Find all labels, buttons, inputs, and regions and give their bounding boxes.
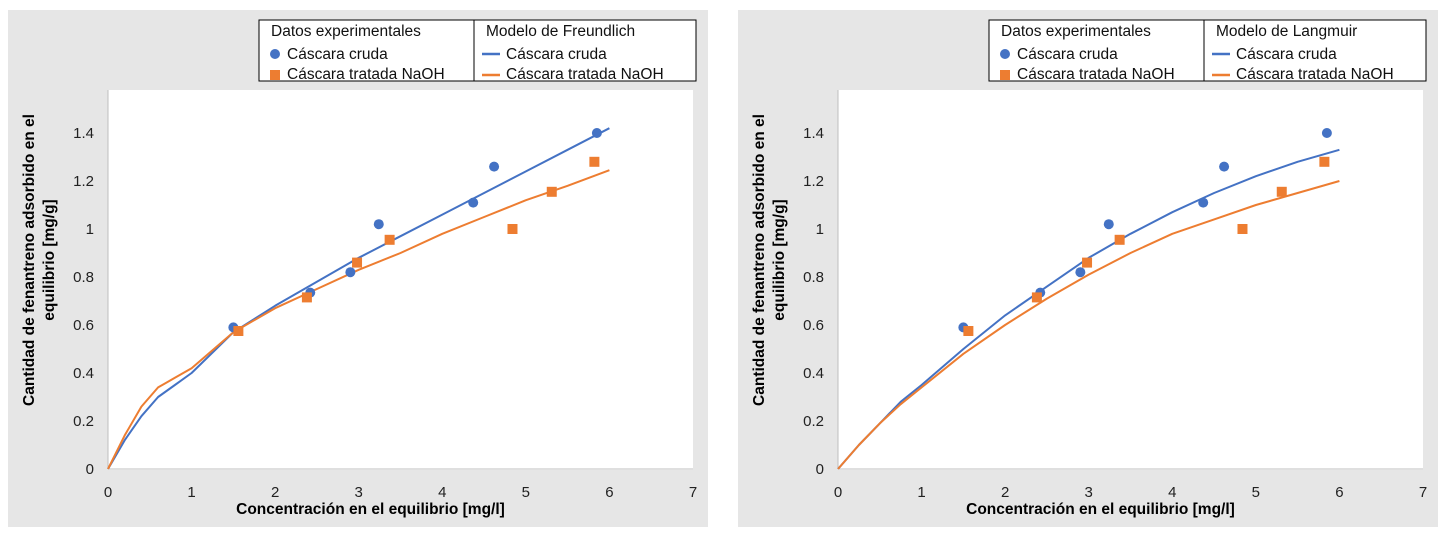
model-line-2	[107, 127, 610, 470]
legend-marker-tratada	[270, 70, 280, 80]
model-line-3	[107, 169, 610, 470]
data-point-tratada	[384, 234, 395, 245]
y-tick-label: 1	[86, 221, 94, 238]
data-point-cruda	[373, 219, 384, 230]
data-point-tratada	[1276, 186, 1287, 197]
data-point-cruda	[1219, 161, 1230, 172]
legend-group-title-model: Modelo de Freundlich	[486, 23, 635, 40]
x-tick-label: 6	[1335, 484, 1343, 501]
y-tick-label: 0.2	[73, 413, 94, 430]
data-point-tratada	[233, 326, 244, 336]
legend-box-model	[1203, 19, 1427, 82]
model-line-3	[837, 180, 1340, 470]
data-point-tratada	[1082, 257, 1093, 268]
x-tick-label: 5	[522, 484, 530, 501]
legend-label-tratada-data: Cáscara tratada NaOH	[287, 66, 445, 83]
data-point-tratada	[546, 186, 557, 197]
legend-label-cruda-data: Cáscara cruda	[1017, 46, 1118, 63]
y-tick-label: 0.4	[803, 365, 824, 382]
data-point-tratada	[1031, 292, 1042, 303]
y-tick-label: 0.2	[803, 413, 824, 430]
y-tick-label: 0.4	[73, 365, 94, 382]
data-point-tratada	[301, 292, 312, 303]
data-point-cruda	[468, 197, 479, 208]
data-point-tratada	[1114, 234, 1125, 245]
legend-group-title-model: Modelo de Langmuir	[1216, 23, 1357, 40]
y-tick-label: 0	[86, 461, 94, 478]
data-point-tratada	[1237, 224, 1248, 234]
data-point-cruda	[591, 128, 602, 138]
legend-box-data	[258, 19, 475, 82]
y-axis-title-line2: equilibrio [mg/g]	[41, 199, 58, 320]
legend-label-tratada-model: Cáscara tratada NaOH	[1236, 66, 1394, 83]
x-tick-label: 3	[1085, 484, 1093, 501]
data-point-tratada	[507, 224, 518, 234]
y-tick-label: 0	[816, 461, 824, 478]
plot-area	[838, 90, 1423, 470]
legend-label-tratada-data: Cáscara tratada NaOH	[1017, 66, 1175, 83]
chart-langmuir: 0 1 2 3 4 5 6 7 0 0.2 0.4 0.6 0.8 1 1.2 1.4 Concentració…	[751, 19, 1427, 518]
x-tick-label: 4	[438, 484, 446, 501]
data-point-tratada	[352, 257, 363, 268]
y-tick-label: 0.6	[803, 317, 824, 334]
x-tick-label: 0	[834, 484, 842, 501]
x-tick-label: 5	[1252, 484, 1260, 501]
data-point-cruda	[1198, 197, 1209, 208]
plot-area	[108, 90, 693, 470]
data-point-cruda	[489, 161, 500, 172]
legend: Datos experimentales Modelo de Langmuir Cá…	[988, 19, 1427, 83]
y-tick-label: 0.8	[73, 269, 94, 286]
data-point-cruda	[1321, 128, 1332, 138]
y-tick-label: 0.8	[803, 269, 824, 286]
legend-marker-cruda	[270, 49, 280, 59]
x-tick-label: 2	[271, 484, 279, 501]
y-tick-label: 1.4	[73, 125, 94, 142]
legend-marker-cruda	[1000, 49, 1010, 59]
legend-label-tratada-model: Cáscara tratada NaOH	[506, 66, 664, 83]
y-axis-title-line1: Cantidad de fenantreno adsorbido en el	[751, 114, 768, 406]
legend-label-cruda-model: Cáscara cruda	[506, 46, 607, 63]
data-point-tratada	[589, 156, 600, 167]
x-tick-label: 7	[689, 484, 697, 501]
y-tick-label: 1.2	[803, 173, 824, 190]
y-tick-label: 1.4	[803, 125, 824, 142]
legend-marker-tratada	[1000, 70, 1010, 80]
legend: Datos experimentales Modelo de Freundlich…	[258, 19, 697, 83]
x-tick-label: 0	[104, 484, 112, 501]
x-tick-label: 2	[1001, 484, 1009, 501]
data-point-tratada	[963, 326, 974, 336]
legend-group-title-data: Datos experimentales	[271, 23, 421, 40]
legend-label-cruda-data: Cáscara cruda	[287, 46, 388, 63]
data-point-cruda	[345, 267, 356, 278]
y-tick-label: 1	[816, 221, 824, 238]
x-axis-title: Concentración en el equilibrio [mg/l]	[236, 501, 505, 518]
y-axis-title-line2: equilibrio [mg/g]	[771, 199, 788, 320]
y-tick-label: 1.2	[73, 173, 94, 190]
data-point-cruda	[1075, 267, 1086, 278]
chart-panel-langmuir: 0 1 2 3 4 5 6 7 0 0.2 0.4 0.6 0.8 1 1.2 1.4 Concentració…	[738, 10, 1438, 527]
x-tick-label: 1	[917, 484, 925, 501]
data-point-tratada	[1319, 156, 1330, 167]
x-axis-title: Concentración en el equilibrio [mg/l]	[966, 501, 1235, 518]
legend-group-title-data: Datos experimentales	[1001, 23, 1151, 40]
x-tick-label: 4	[1168, 484, 1176, 501]
chart-panel-freundlich: 0 1 2 3 4 5 6 7 0 0.2 0.4 0.6 0.8 1 1.2 1.4 Concentració…	[8, 10, 708, 527]
legend-label-cruda-model: Cáscara cruda	[1236, 46, 1337, 63]
data-point-cruda	[1103, 219, 1114, 230]
chart-freundlich: 0 1 2 3 4 5 6 7 0 0.2 0.4 0.6 0.8 1 1.2 1.4 Concentració…	[21, 19, 697, 518]
legend-box-model	[473, 19, 697, 82]
x-tick-label: 7	[1419, 484, 1427, 501]
y-axis-title-line1: Cantidad de fenantreno adsorbido en el	[21, 114, 38, 406]
x-tick-label: 1	[187, 484, 195, 501]
y-tick-label: 0.6	[73, 317, 94, 334]
x-tick-label: 6	[605, 484, 613, 501]
x-tick-label: 3	[355, 484, 363, 501]
